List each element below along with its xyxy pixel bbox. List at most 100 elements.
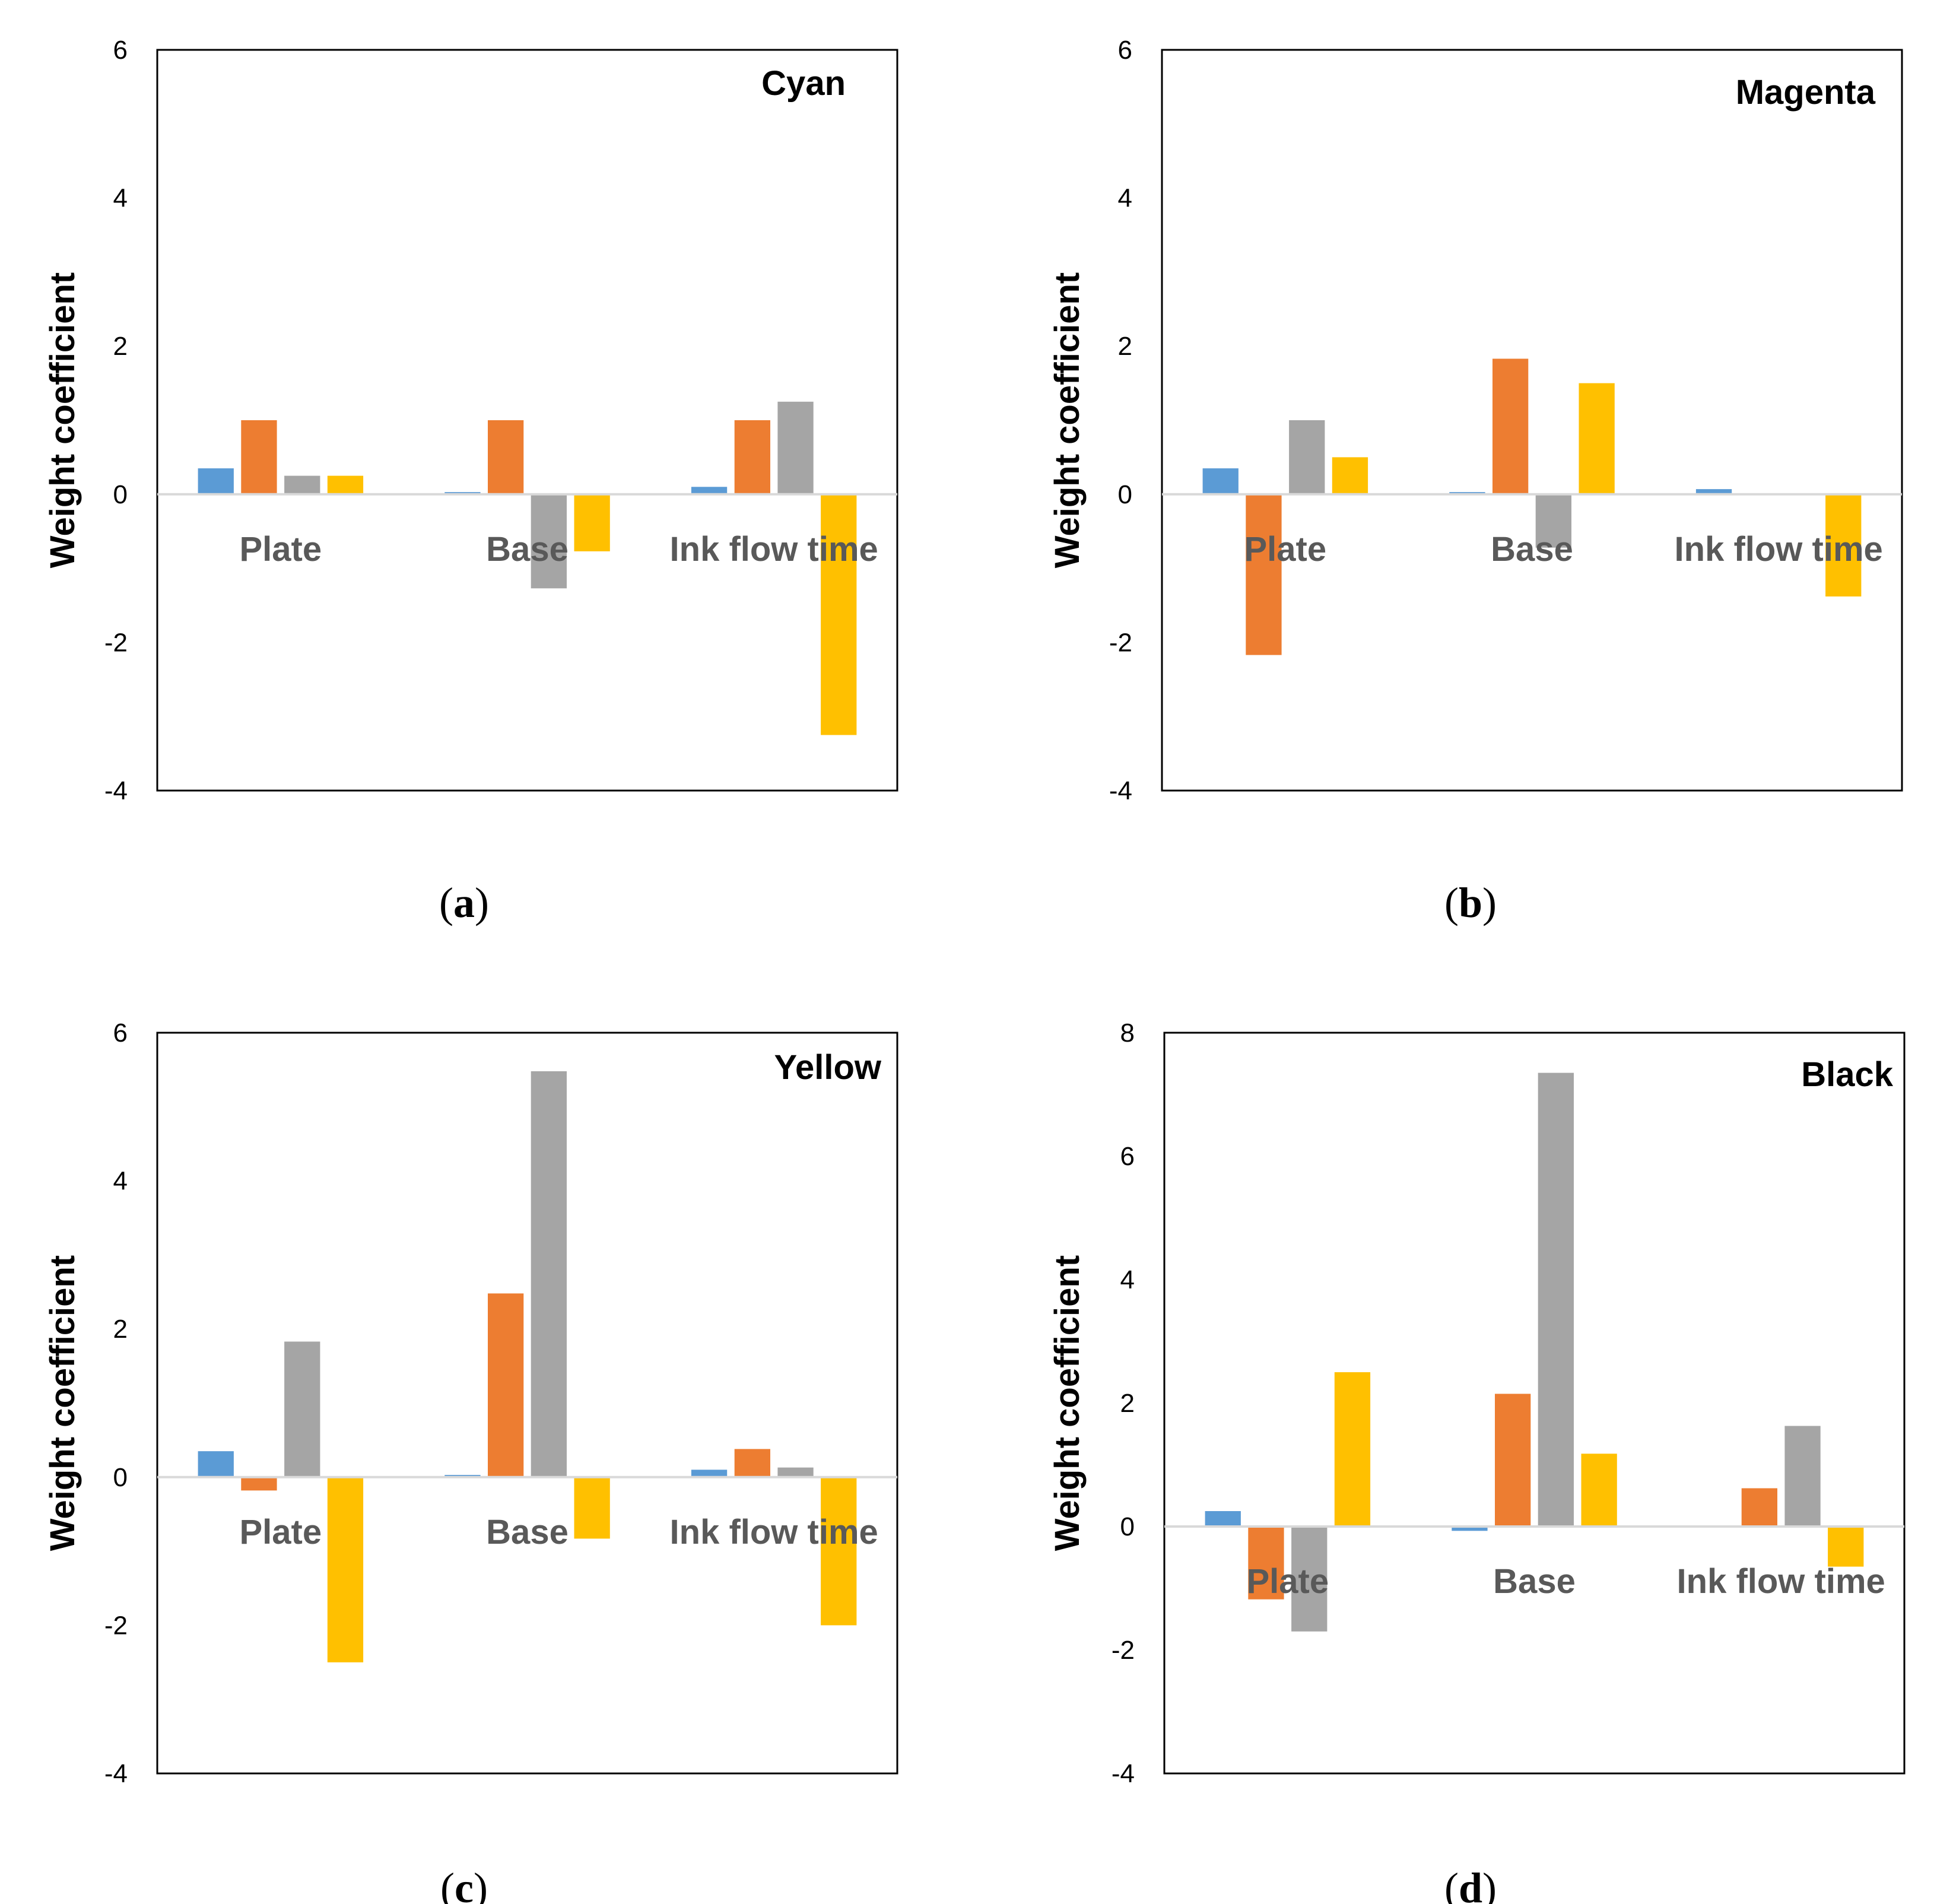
category-label: Base <box>1493 1562 1576 1601</box>
y-ticks-group: -4 -2 0 2 4 6 <box>104 1018 128 1788</box>
panel-caption: (d) <box>1444 1864 1497 1904</box>
category-label: Plate <box>1247 1562 1329 1601</box>
bar-ink-flow-time-series-2 <box>1741 1488 1777 1527</box>
bar-base-series-1 <box>1452 1527 1488 1531</box>
y-tick-label: 6 <box>113 36 128 65</box>
bar-plate-series-3 <box>1291 1527 1328 1632</box>
y-tick-label: 6 <box>113 1018 128 1048</box>
y-tick-label: -4 <box>1112 1759 1135 1788</box>
bars-group <box>198 1071 857 1662</box>
bar-plate-series-1 <box>198 468 234 494</box>
bars-group <box>1202 358 1862 655</box>
panel-caption-letter: b <box>1459 879 1482 926</box>
category-label: Base <box>486 530 569 569</box>
panel-caption: (c) <box>440 1864 488 1904</box>
bar-ink-flow-time-series-1 <box>691 1470 728 1477</box>
bar-base-series-3 <box>531 1071 567 1477</box>
plot-frame <box>156 49 898 792</box>
panel-caption: (a) <box>439 879 489 926</box>
bar-ink-flow-time-series-1 <box>1695 489 1732 494</box>
bar-plate-series-4 <box>327 1477 364 1662</box>
category-label: Base <box>1491 530 1573 569</box>
bar-plate-series-4 <box>327 475 364 494</box>
bar-ink-flow-time-series-4 <box>1825 494 1862 596</box>
bar-ink-flow-time-series-1 <box>691 487 728 494</box>
y-tick-label: 2 <box>1118 332 1132 361</box>
bars-group <box>1205 1072 1864 1632</box>
bar-plate-series-1 <box>1202 468 1239 494</box>
bar-ink-flow-time-series-3 <box>777 401 814 494</box>
y-ticks-group: -4 -2 0 2 4 6 <box>104 36 128 805</box>
bar-ink-flow-time-series-4 <box>821 1477 857 1626</box>
category-label: Ink flow time <box>1677 1562 1885 1601</box>
y-tick-label: 6 <box>1120 1142 1135 1171</box>
panel-title: Cyan <box>761 64 846 103</box>
y-tick-label: 0 <box>1120 1512 1135 1541</box>
bar-base-series-2 <box>488 1293 524 1477</box>
bar-base-series-2 <box>1492 358 1529 494</box>
y-tick-label: 4 <box>1118 184 1132 213</box>
category-label: Ink flow time <box>1675 530 1883 569</box>
y-tick-label: 0 <box>113 1463 128 1492</box>
panel-title: Black <box>1801 1055 1894 1094</box>
bar-base-series-3 <box>1538 1072 1574 1527</box>
y-tick-label: -4 <box>104 776 128 805</box>
bar-plate-series-4 <box>1334 1372 1371 1527</box>
y-tick-label: 2 <box>113 332 128 361</box>
y-tick-label: 2 <box>113 1315 128 1344</box>
y-tick-label: -2 <box>104 628 128 657</box>
y-tick-label: 4 <box>113 1167 128 1196</box>
category-label: Base <box>486 1513 569 1551</box>
bar-plate-series-1 <box>1205 1511 1241 1527</box>
bar-plate-series-2 <box>241 1477 277 1491</box>
category-label: Plate <box>240 1513 322 1551</box>
panel-d: -4 -2 0 2 4 6 8 Plate Base Ink flow time Black W… <box>1048 1018 1906 1904</box>
y-tick-label: 0 <box>113 480 128 509</box>
category-label: Ink flow time <box>670 1513 878 1551</box>
category-label: Plate <box>240 530 322 569</box>
y-tick-label: -2 <box>1112 1636 1135 1665</box>
bar-plate-series-1 <box>198 1451 234 1477</box>
bar-plate-series-2 <box>241 420 277 494</box>
y-axis-label: Weight coefficient <box>43 272 82 568</box>
y-tick-label: 8 <box>1120 1018 1135 1048</box>
y-tick-label: -2 <box>1109 628 1132 657</box>
category-labels-group: Plate Base Ink flow time <box>1247 1562 1885 1601</box>
category-labels-group: Plate Base Ink flow time <box>1244 530 1883 569</box>
panel-caption-letter: a <box>453 879 475 926</box>
y-axis-label: Weight coefficient <box>43 1255 82 1551</box>
y-tick-label: 0 <box>1118 480 1132 509</box>
y-tick-label: -4 <box>104 1759 128 1788</box>
bar-ink-flow-time-series-3 <box>1784 1426 1821 1527</box>
y-tick-label: 2 <box>1120 1389 1135 1418</box>
bar-plate-series-2 <box>1248 1527 1284 1600</box>
bar-base-series-4 <box>574 1477 610 1539</box>
y-tick-label: -4 <box>1109 776 1132 805</box>
bar-base-series-4 <box>1579 383 1615 494</box>
bar-base-series-3 <box>531 494 567 589</box>
panel-a: -4 -2 0 2 4 6 Plate Base Ink flow time Cyan Wei… <box>43 36 898 926</box>
bar-plate-series-3 <box>1289 420 1325 494</box>
bar-base-series-2 <box>488 420 524 494</box>
plot-frame <box>1163 1032 1906 1775</box>
bar-ink-flow-time-series-2 <box>734 420 770 494</box>
bar-base-series-3 <box>1535 494 1571 548</box>
category-label: Ink flow time <box>670 530 878 569</box>
bar-plate-series-4 <box>1332 457 1368 494</box>
category-label: Plate <box>1244 530 1327 569</box>
bar-plate-series-3 <box>284 475 320 494</box>
y-ticks-group: -4 -2 0 2 4 6 8 <box>1112 1018 1135 1788</box>
bar-plate-series-2 <box>1246 494 1282 655</box>
bar-base-series-4 <box>1581 1454 1617 1527</box>
y-ticks-group: -4 -2 0 2 4 6 <box>1109 36 1132 805</box>
category-labels-group: Plate Base Ink flow time <box>240 530 878 569</box>
plot-frame <box>156 1032 898 1775</box>
bar-ink-flow-time-series-4 <box>821 494 857 735</box>
panel-title: Magenta <box>1736 73 1876 112</box>
y-tick-label: 4 <box>1120 1265 1135 1294</box>
panel-caption: (b) <box>1444 879 1497 926</box>
y-tick-label: 6 <box>1118 36 1132 65</box>
bar-base-series-2 <box>1495 1394 1531 1527</box>
bar-base-series-4 <box>574 494 610 551</box>
